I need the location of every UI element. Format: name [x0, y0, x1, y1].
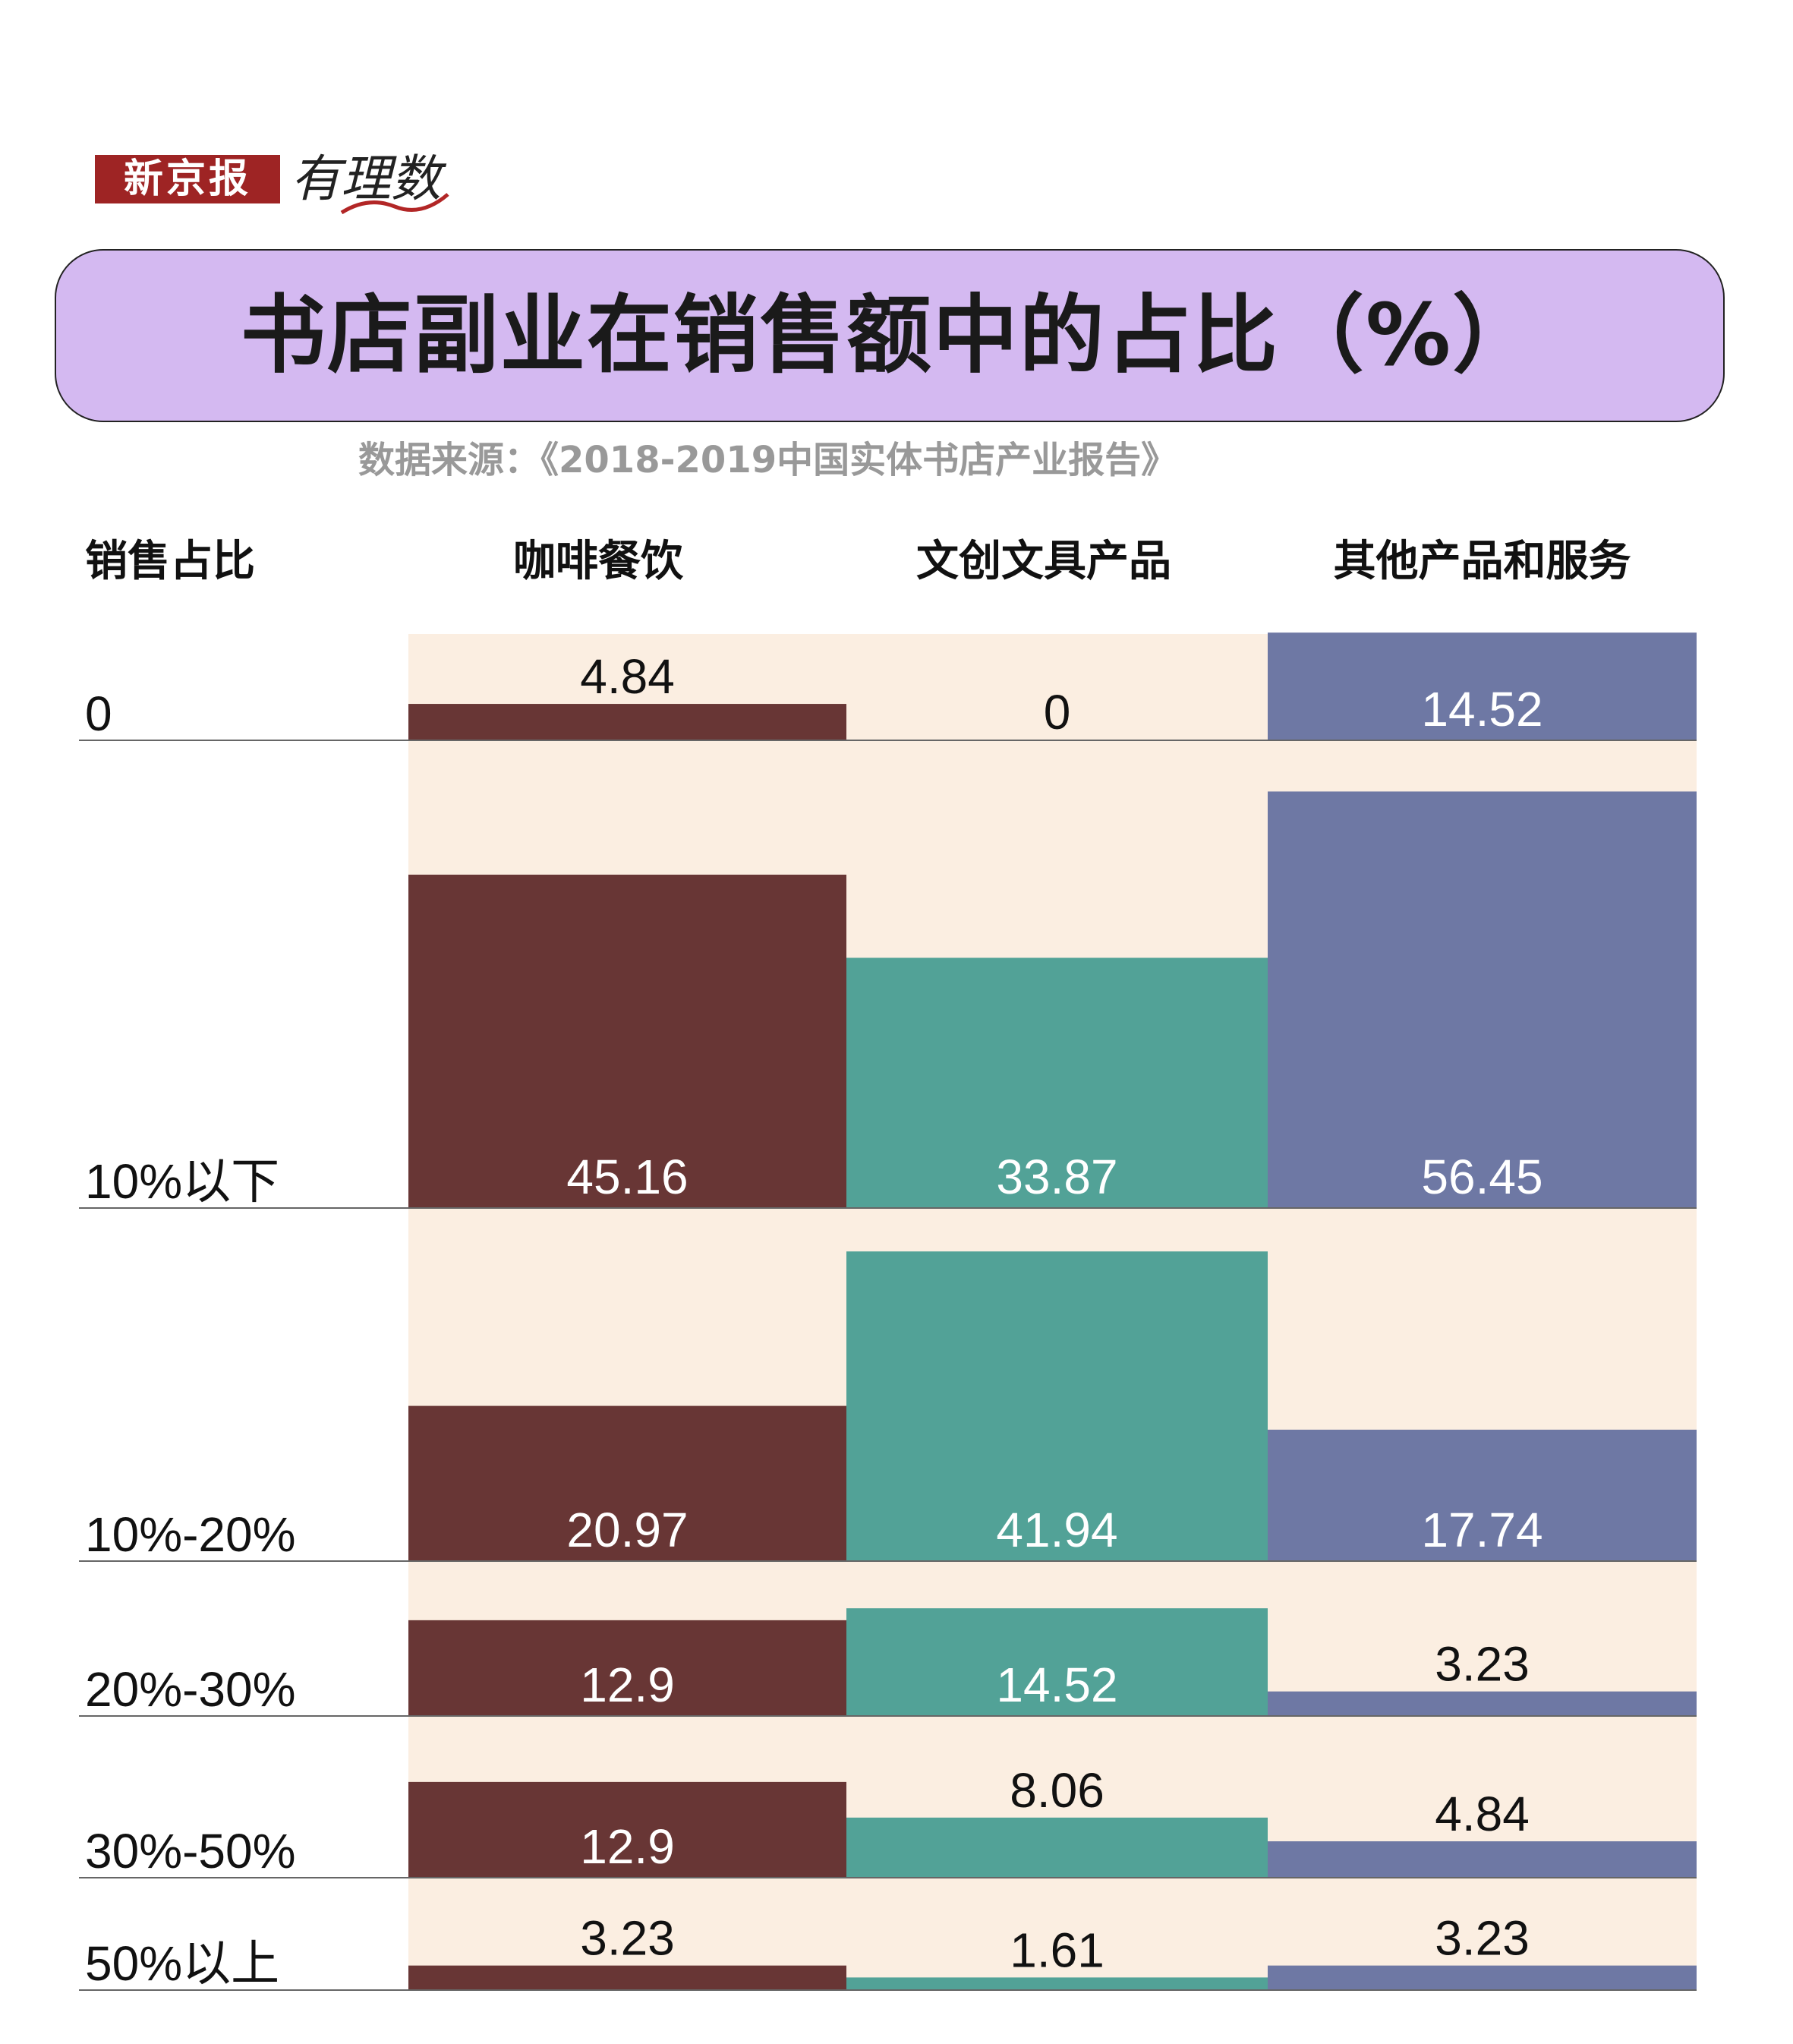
- chart-title: 书店副业在销售额中的占比（%）: [240, 286, 1539, 385]
- data-label: 17.74: [1421, 1503, 1542, 1557]
- bar: [408, 1405, 846, 1560]
- data-label: 3.23: [1435, 1911, 1530, 1966]
- category-label: 10%以下: [85, 1154, 279, 1209]
- data-label: 12.9: [580, 1658, 675, 1712]
- category-label: 50%以上: [85, 1936, 279, 1991]
- bar: [408, 874, 846, 1207]
- category-label: 30%-50%: [85, 1824, 296, 1878]
- data-label: 3.23: [580, 1911, 675, 1966]
- category-label: 20%-30%: [85, 1662, 296, 1717]
- bar: [846, 1817, 1268, 1877]
- legend-stationery: 文创文具产品: [916, 537, 1171, 586]
- bar: [1268, 1841, 1697, 1877]
- bar: [1268, 1965, 1697, 1989]
- data-label: 41.94: [996, 1503, 1117, 1557]
- category-label: 0: [85, 686, 112, 741]
- bar: [846, 1251, 1268, 1560]
- bar: [408, 1620, 846, 1715]
- bar: [408, 1965, 846, 1989]
- legend-other: 其他产品和服务: [1333, 537, 1631, 586]
- data-label: 1.61: [1010, 1923, 1104, 1977]
- brand-column: 有理数: [291, 150, 441, 208]
- title-banner: 书店副业在销售额中的占比（%）: [55, 249, 1725, 422]
- data-label: 14.52: [996, 1658, 1117, 1712]
- bar: [846, 957, 1268, 1207]
- data-label: 20.97: [566, 1503, 688, 1557]
- bar: [1268, 1691, 1697, 1715]
- data-label: 8.06: [1010, 1763, 1104, 1818]
- data-label: 4.84: [1435, 1787, 1530, 1841]
- row-header-label: 销售占比: [85, 537, 255, 586]
- data-label: 56.45: [1421, 1150, 1542, 1204]
- data-label: 45.16: [566, 1150, 688, 1204]
- bar: [1268, 1429, 1697, 1560]
- data-label: 14.52: [1421, 682, 1542, 737]
- data-label: 0: [1044, 685, 1071, 740]
- bar: [408, 1781, 846, 1877]
- data-label: 12.9: [580, 1819, 675, 1874]
- legend-coffee: 咖啡餐饮: [513, 537, 683, 586]
- bar: [1268, 632, 1697, 740]
- bar: [846, 1977, 1268, 1989]
- data-label: 4.84: [580, 649, 675, 704]
- data-label: 33.87: [996, 1150, 1117, 1204]
- data-label: 3.23: [1435, 1637, 1530, 1692]
- bar: [846, 1608, 1268, 1715]
- category-label: 10%-20%: [85, 1507, 296, 1562]
- brand-name: 新京报: [95, 155, 280, 203]
- data-source: 数据来源：《2018-2019中国实体书店产业报告》: [358, 439, 1178, 481]
- bar: [408, 704, 846, 740]
- bar: [1268, 791, 1697, 1207]
- swoosh-icon: [340, 193, 449, 215]
